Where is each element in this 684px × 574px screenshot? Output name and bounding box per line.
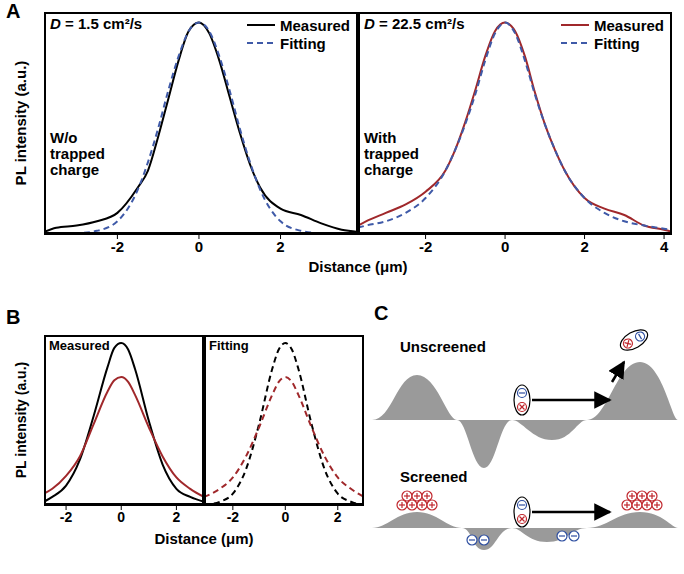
- html-text:W/o trapped charge: W/o trapped charge: [50, 129, 105, 178]
- svg-text:-2: -2: [227, 509, 240, 525]
- svg-text:Unscreened: Unscreened: [400, 338, 486, 355]
- html-text:Distance (μm): Distance (μm): [154, 530, 254, 547]
- svg-text:PL intensity (a.u.): PL intensity (a.u.): [12, 61, 29, 186]
- svg-text:4: 4: [660, 238, 669, 255]
- svg-text:PL intensity (a.u.): PL intensity (a.u.): [13, 362, 29, 478]
- svg-text:2: 2: [334, 509, 342, 525]
- html-text:D = 22.5 cm²/s: D = 22.5 cm²/s: [364, 15, 465, 32]
- html-text:Fitting: Fitting: [280, 34, 326, 52]
- html-text:With trapped charge: With trapped charge: [364, 129, 419, 178]
- svg-text:C: C: [374, 302, 388, 324]
- svg-text:0: 0: [281, 509, 289, 525]
- svg-text:-2: -2: [60, 509, 73, 525]
- svg-text:2: 2: [580, 238, 588, 255]
- svg-text:0: 0: [195, 238, 203, 255]
- html-text:Fitting: Fitting: [594, 34, 640, 52]
- html-text:Measured: Measured: [594, 16, 664, 34]
- html-text:A: A: [6, 0, 21, 22]
- svg-text:-2: -2: [419, 238, 432, 255]
- svg-text:0: 0: [501, 238, 509, 255]
- svg-text:2: 2: [276, 238, 284, 255]
- svg-text:Screened: Screened: [400, 468, 468, 485]
- html-text:Measured: Measured: [280, 16, 350, 34]
- html-text:Fitting: Fitting: [209, 338, 249, 353]
- html-text:Distance (μm): Distance (μm): [308, 258, 408, 275]
- svg-text:2: 2: [173, 509, 181, 525]
- svg-text:0: 0: [117, 509, 125, 525]
- svg-text:-2: -2: [111, 238, 124, 255]
- html-text:D = 1.5 cm²/s: D = 1.5 cm²/s: [50, 15, 143, 32]
- html-text:B: B: [6, 306, 21, 328]
- html-text:Measured: Measured: [49, 338, 110, 353]
